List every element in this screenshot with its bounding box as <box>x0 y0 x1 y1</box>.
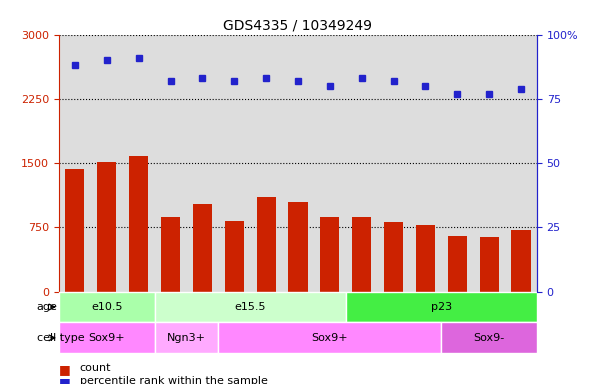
Bar <box>97 162 116 291</box>
Text: e15.5: e15.5 <box>234 302 266 312</box>
Text: p23: p23 <box>431 302 452 312</box>
Text: e10.5: e10.5 <box>91 302 123 312</box>
Bar <box>155 291 346 323</box>
Text: ■: ■ <box>59 363 71 376</box>
Text: age: age <box>37 302 58 312</box>
Text: ■: ■ <box>59 376 71 384</box>
Bar <box>416 225 435 291</box>
Bar <box>480 237 499 291</box>
Bar <box>512 230 530 291</box>
Bar <box>59 323 155 353</box>
Bar <box>129 156 148 291</box>
Bar <box>161 217 180 291</box>
Text: cell type: cell type <box>37 333 84 343</box>
Text: Sox9-: Sox9- <box>474 333 504 343</box>
Bar <box>289 202 307 291</box>
Text: Sox9+: Sox9+ <box>88 333 125 343</box>
Bar <box>352 217 371 291</box>
Bar <box>320 217 339 291</box>
Text: Ngn3+: Ngn3+ <box>167 333 206 343</box>
Title: GDS4335 / 10349249: GDS4335 / 10349249 <box>224 18 372 32</box>
Bar <box>384 222 403 291</box>
Bar <box>218 323 441 353</box>
Text: count: count <box>80 363 111 373</box>
Text: percentile rank within the sample: percentile rank within the sample <box>80 376 267 384</box>
Text: Sox9+: Sox9+ <box>312 333 348 343</box>
Bar <box>225 221 244 291</box>
Bar <box>65 169 84 291</box>
Bar <box>257 197 276 291</box>
Bar <box>193 204 212 291</box>
Bar <box>59 291 155 323</box>
Bar <box>448 236 467 291</box>
Bar <box>441 323 537 353</box>
Bar <box>346 291 537 323</box>
Bar <box>155 323 218 353</box>
